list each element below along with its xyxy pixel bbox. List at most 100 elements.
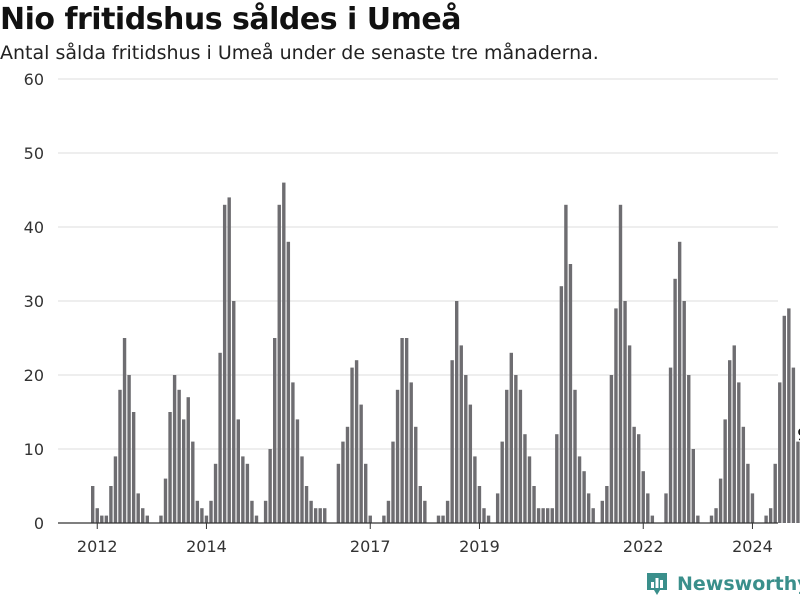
- bar: [286, 241, 291, 524]
- bar: [145, 515, 149, 523]
- bar: [623, 301, 627, 523]
- bar: [505, 389, 509, 523]
- bar: [104, 515, 109, 523]
- bar: [313, 508, 318, 523]
- y-tick-label: 60: [24, 70, 44, 89]
- bar: [577, 456, 582, 523]
- bar: [336, 463, 341, 523]
- bar: [122, 338, 127, 523]
- bar: [682, 301, 686, 523]
- bar: [677, 241, 682, 524]
- bar: [118, 389, 122, 523]
- y-tick-label: 40: [24, 218, 44, 237]
- bar: [509, 352, 513, 523]
- bar: [650, 515, 655, 523]
- bar: [586, 493, 591, 523]
- bar: [186, 397, 190, 523]
- bar: [200, 508, 204, 523]
- bar: [222, 204, 227, 524]
- bar: [787, 308, 791, 523]
- bar: [409, 382, 413, 523]
- bar: [696, 515, 700, 523]
- x-tick-label: 2012: [77, 537, 118, 556]
- bar: [109, 486, 113, 523]
- bar: [359, 404, 363, 523]
- bar: [386, 500, 391, 523]
- bar: [127, 375, 131, 523]
- bar: [482, 508, 486, 523]
- bar: [300, 456, 304, 523]
- bar: [550, 508, 554, 523]
- bar: [395, 389, 400, 523]
- bar: [213, 463, 218, 523]
- brand-name: Newsworthy: [677, 573, 800, 595]
- bar: [764, 515, 768, 523]
- bar: [245, 463, 250, 523]
- bar: [341, 441, 345, 523]
- bar: [582, 471, 586, 523]
- bar: [263, 500, 268, 523]
- bar: [91, 486, 95, 523]
- bar: [668, 367, 673, 523]
- bar: [250, 500, 254, 523]
- y-tick-label: 50: [24, 144, 44, 163]
- bar: [477, 486, 482, 523]
- bar: [796, 441, 800, 523]
- bar: [191, 441, 195, 523]
- bar: [450, 360, 454, 523]
- bar: [600, 500, 604, 523]
- bar: [400, 338, 404, 523]
- bar: [163, 478, 168, 523]
- bar: [354, 360, 359, 523]
- bar: [514, 375, 518, 523]
- bar: [459, 345, 463, 523]
- bar: [323, 508, 327, 523]
- bar: [277, 204, 281, 524]
- bar: [714, 508, 718, 523]
- bar: [709, 515, 714, 523]
- bar: [172, 375, 177, 523]
- bar: [131, 412, 136, 523]
- bar: [523, 434, 527, 523]
- bar: [436, 515, 441, 523]
- bar: [687, 375, 691, 523]
- bar: [541, 508, 545, 523]
- bar: [445, 500, 450, 523]
- bar: [391, 441, 395, 523]
- highlight-value-label: 9: [797, 425, 800, 445]
- bar: [159, 515, 163, 523]
- bar: [414, 426, 418, 523]
- bar: [532, 486, 536, 523]
- bar: [273, 338, 277, 523]
- bar: [773, 463, 777, 523]
- bar: [218, 352, 222, 523]
- bar: [182, 419, 186, 523]
- bar: [404, 338, 409, 523]
- bar: [177, 389, 181, 523]
- bar: [750, 493, 755, 523]
- bar: [468, 404, 473, 523]
- x-tick-label: 2017: [350, 537, 391, 556]
- bar: [641, 471, 645, 523]
- bar: [227, 197, 231, 523]
- bar: [345, 426, 350, 523]
- bar: [441, 515, 445, 523]
- bar: [168, 412, 172, 523]
- bar: [350, 367, 354, 523]
- bar: [232, 301, 236, 523]
- bar: [304, 486, 309, 523]
- x-tick-label: 2024: [732, 537, 773, 556]
- bar: [609, 375, 614, 523]
- bar: [732, 345, 736, 523]
- bar: [673, 278, 677, 523]
- bar: [614, 308, 618, 523]
- bar: [737, 382, 741, 523]
- bar: [723, 419, 727, 523]
- bar: [113, 456, 118, 523]
- bar: [209, 500, 213, 523]
- bar: [295, 419, 300, 523]
- bar: [291, 382, 295, 523]
- bar: [782, 315, 786, 523]
- bar: [536, 508, 541, 523]
